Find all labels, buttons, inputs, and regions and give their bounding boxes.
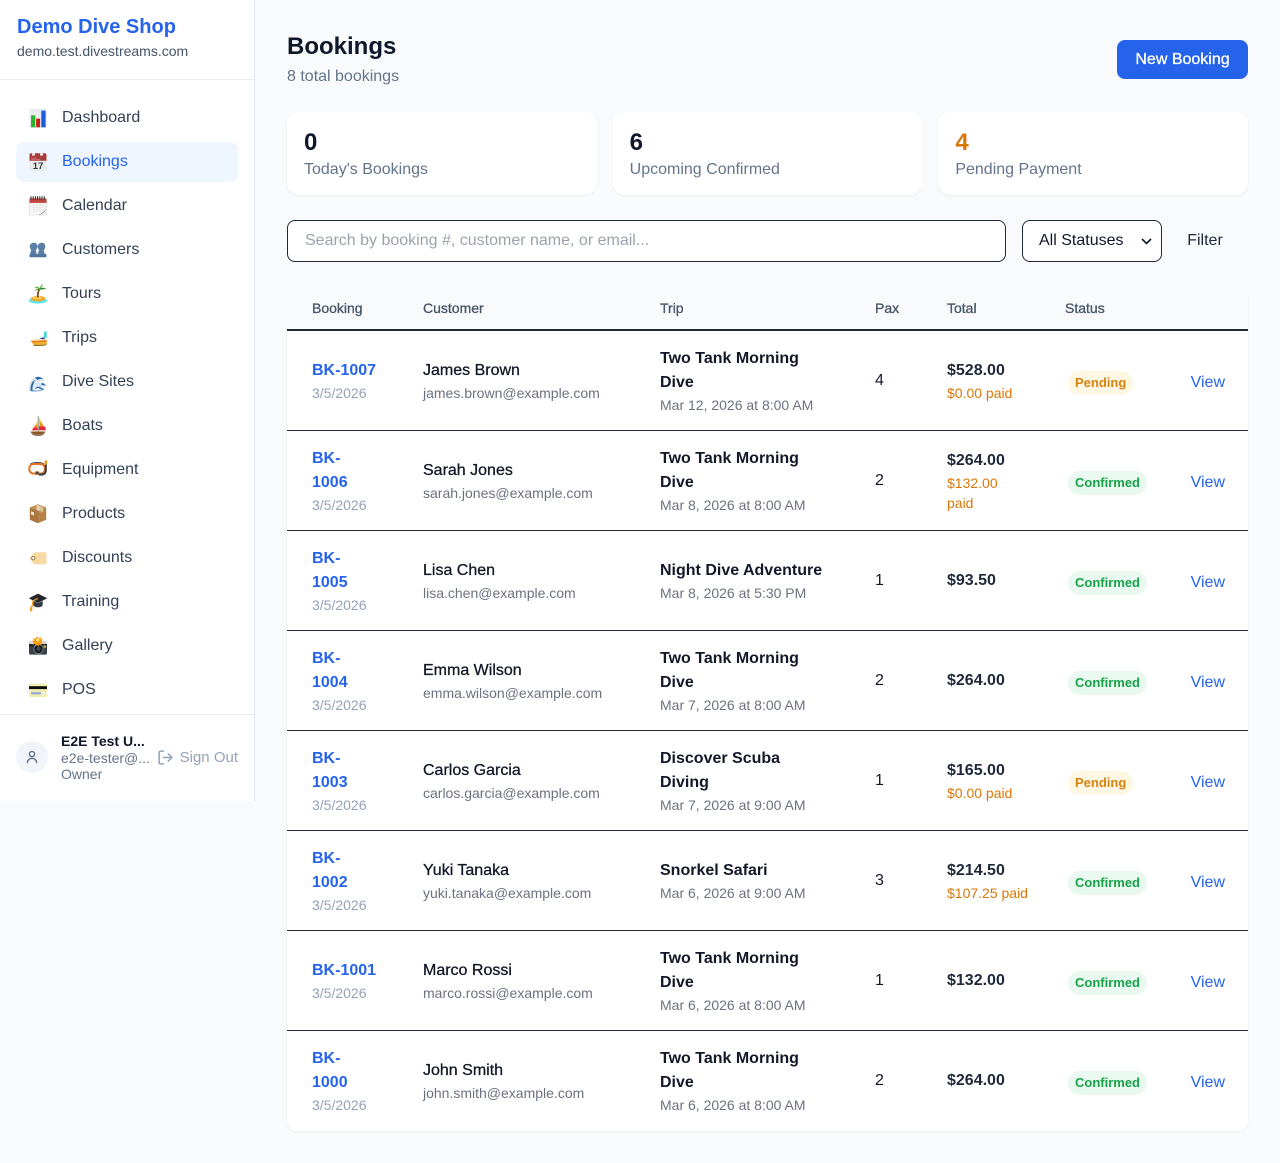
- svg-text:17: 17: [33, 161, 44, 172]
